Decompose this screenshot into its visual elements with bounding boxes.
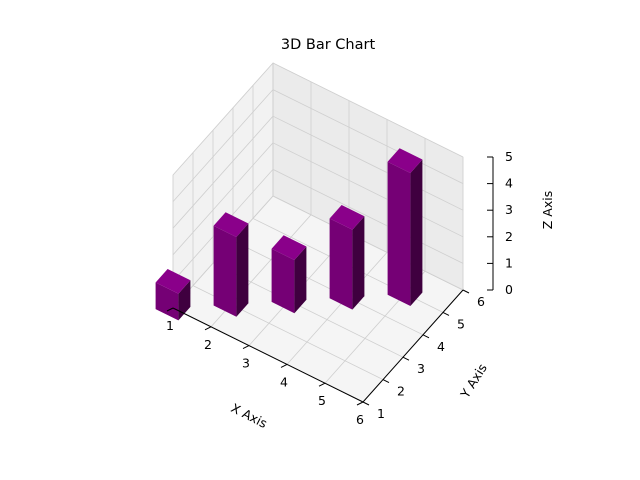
- x-tick: [280, 363, 288, 368]
- y-tick: [462, 289, 470, 294]
- y-tick-label: 2: [397, 384, 405, 399]
- x-axis-line: [172, 307, 364, 403]
- bar-front-face: [271, 248, 295, 314]
- x-axis-label: X Axis: [229, 400, 270, 431]
- bar-1-1: [155, 269, 191, 321]
- bar-front-face: [213, 225, 237, 317]
- bar-top-face: [155, 269, 191, 294]
- y-tick: [362, 401, 370, 406]
- grid-line: [272, 62, 464, 158]
- x-tick-label: 1: [166, 318, 174, 333]
- y-axis-label: Y Axis: [457, 361, 490, 402]
- x-tick: [242, 345, 250, 350]
- x-tick: [318, 382, 326, 387]
- grid-line: [172, 89, 274, 202]
- z-tick-label: 5: [505, 149, 513, 164]
- grid-line: [272, 89, 464, 184]
- x-tick-label: 4: [280, 374, 288, 389]
- x-tick: [204, 326, 212, 331]
- y-tick-label: 1: [377, 406, 385, 421]
- bar-3-3: [271, 235, 307, 314]
- x-tick: [356, 401, 364, 406]
- grid-line: [272, 115, 464, 211]
- x-tick-label: 3: [242, 356, 250, 371]
- bar-2-2: [213, 212, 249, 317]
- bar-front-face: [387, 161, 411, 306]
- y-tick-label: 4: [437, 339, 445, 354]
- bar-top-face: [213, 212, 249, 237]
- bar-4-4: [329, 205, 365, 310]
- bar-side-face: [352, 216, 365, 310]
- grid-line: [172, 142, 274, 256]
- x-tick: [166, 307, 174, 312]
- y-tick: [402, 356, 410, 361]
- y-tick: [382, 379, 390, 384]
- y-tick: [442, 311, 450, 316]
- y-tick: [422, 334, 430, 339]
- z-tick-label: 3: [505, 202, 513, 217]
- y-tick-label: 6: [477, 294, 485, 309]
- z-axis-label: Z Axis: [540, 191, 555, 229]
- z-tick-label: 4: [505, 176, 513, 191]
- grid-line: [272, 169, 464, 264]
- grid-line: [232, 240, 424, 336]
- y-tick-label: 5: [457, 316, 465, 331]
- grid-line: [172, 115, 274, 229]
- bar-5-5: [387, 148, 423, 306]
- bar-front-face: [155, 282, 179, 321]
- bar-side-face: [178, 280, 191, 321]
- bar-top-face: [387, 148, 423, 173]
- x-tick-label: 2: [204, 337, 212, 352]
- grid-line: [272, 195, 464, 291]
- z-tick-label: 2: [505, 229, 513, 244]
- bar-top-face: [271, 235, 307, 260]
- bar-side-face: [410, 159, 423, 306]
- x-tick-label: 6: [356, 412, 364, 427]
- grid-line: [272, 142, 464, 238]
- grid-line: [286, 252, 388, 365]
- z-tick-label: 0: [505, 282, 513, 297]
- z-tick-label: 1: [505, 255, 513, 270]
- bar-side-face: [294, 246, 307, 314]
- x-tick-label: 5: [318, 393, 326, 408]
- chart-title: 3D Bar Chart: [281, 37, 376, 53]
- bars: [155, 148, 423, 321]
- bar-top-face: [329, 205, 365, 230]
- bar-front-face: [329, 218, 353, 310]
- y-axis-line: [362, 289, 464, 403]
- bar-side-face: [236, 223, 249, 317]
- y-tick-label: 3: [417, 361, 425, 376]
- grid-line: [172, 62, 274, 176]
